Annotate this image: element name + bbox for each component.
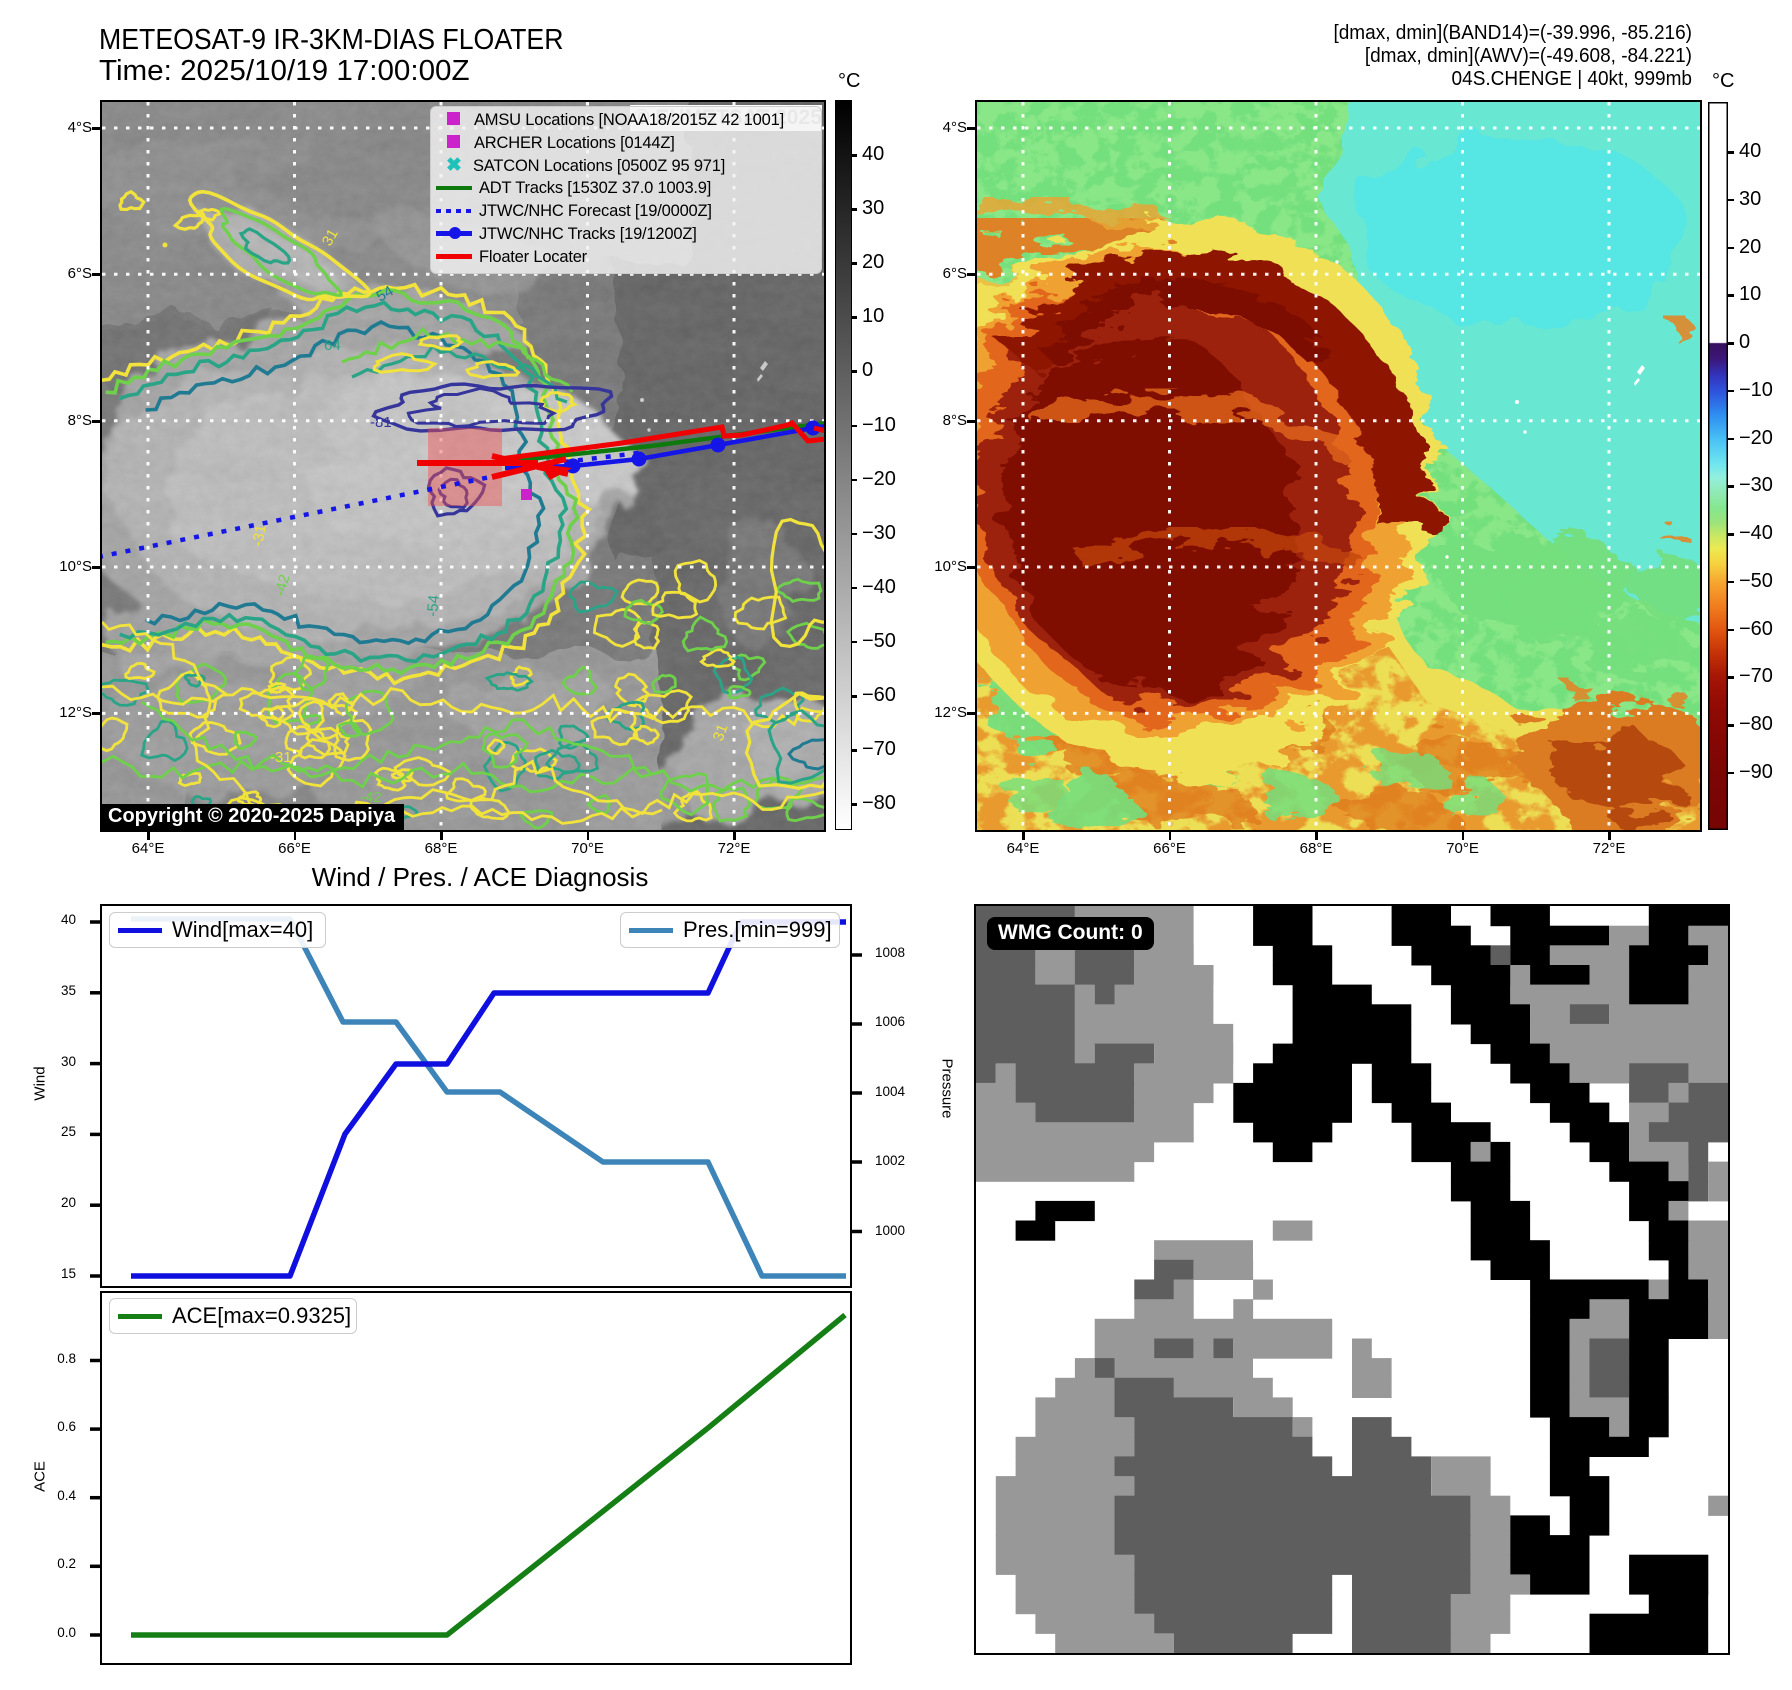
- svg-text:-81: -81: [370, 414, 392, 431]
- svg-text:-31: -31: [270, 749, 292, 766]
- svg-text:-31: -31: [249, 523, 270, 547]
- svg-text:-42: -42: [271, 573, 293, 598]
- svg-text:31: 31: [710, 722, 732, 743]
- svg-text:54: 54: [374, 282, 397, 305]
- svg-text:64: 64: [324, 337, 341, 354]
- svg-text:-42: -42: [360, 789, 382, 806]
- svg-text:-54: -54: [424, 594, 443, 617]
- svg-text:31: 31: [319, 226, 342, 249]
